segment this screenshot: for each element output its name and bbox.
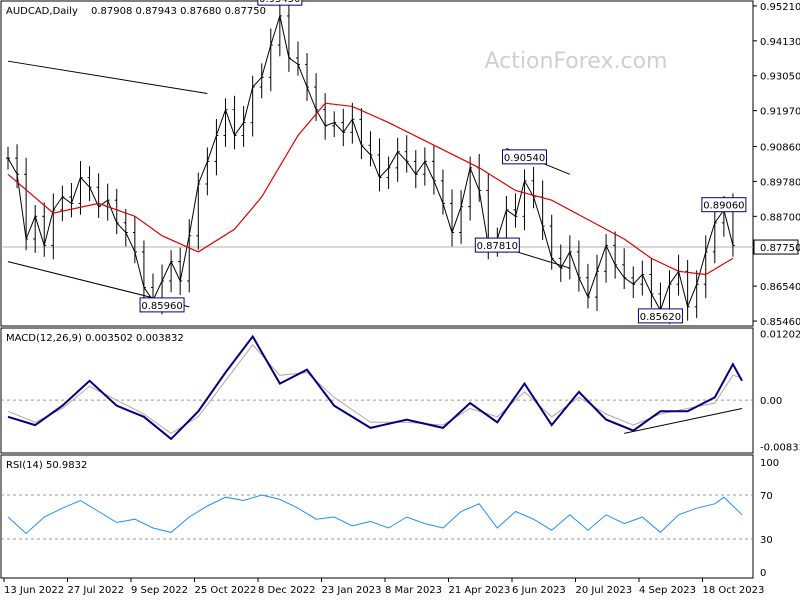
x-tick-label: 13 Jun 2022: [4, 585, 64, 596]
price-y-tick-label: 0.89780: [760, 177, 800, 188]
x-tick-label: 9 Sep 2022: [131, 585, 188, 596]
annotation-label: 0.87810: [477, 241, 518, 252]
annotation-box: [139, 297, 185, 313]
annotation-label: 0.89060: [703, 201, 744, 212]
price-annotation: 0.95450: [257, 0, 303, 6]
rsi-y-tick-label: 100: [760, 458, 779, 469]
x-tick-label: 21 Apr 2023: [449, 585, 511, 596]
annotation-label: 0.95450: [259, 0, 300, 5]
watermark: ActionForex.com: [485, 49, 668, 74]
annotation-label: 0.90540: [504, 153, 545, 164]
annotation-label: 0.85960: [141, 301, 182, 312]
annotation-box: [637, 308, 683, 324]
x-tick-label: 27 Jul 2022: [68, 585, 125, 596]
price-annotation: 0.85960: [139, 297, 185, 313]
rsi-panel: [0, 454, 754, 579]
rsi-label: RSI(14) 50.9832: [6, 460, 87, 471]
price-y-tick-label: 0.90860: [760, 143, 800, 154]
axis-layer: 0.95210 0.94130 0.93050 0.91970 0.90860 0.897…: [3, 2, 800, 596]
price-layer: 0.95450 0.90540 0.89060 0.87810 0.85960 0.856…: [1, 0, 753, 324]
rsi-layer: [1, 494, 753, 540]
price-y-tick-label: 0.88700: [760, 212, 800, 223]
rsi-y-tick-label: 30: [760, 535, 773, 546]
x-tick-label: 6 Jun 2023: [512, 585, 566, 596]
current-price-label: 0.87750: [760, 243, 800, 254]
annotation-label: 0.85620: [640, 312, 681, 323]
price-y-tick-label: 0.91970: [760, 107, 800, 118]
x-tick-label: 4 Sep 2023: [639, 585, 696, 596]
annotation-box: [257, 0, 303, 6]
current-price-box: [753, 239, 799, 255]
price-annotation: 0.90540: [502, 149, 548, 165]
chart-ohlc: 0.87908 0.87943 0.87680 0.87750: [91, 6, 266, 17]
rsi-line: [7, 494, 743, 535]
rsi-y-tick-label: 0: [760, 568, 766, 579]
macd-panel: [0, 327, 754, 454]
price-line: [7, 13, 734, 312]
macd-trendline: [624, 407, 743, 434]
price-y-tick-label: 0.86540: [760, 282, 800, 293]
price-y-tick-label: 0.93050: [760, 72, 800, 83]
x-tick-label: 18 Oct 2023: [703, 585, 765, 596]
price-y-tick-label: 0.85460: [760, 317, 800, 328]
price-y-tick-label: 0.95210: [760, 2, 800, 13]
x-tick-label: 20 Jul 2023: [576, 585, 633, 596]
price-annotation: 0.89060: [701, 197, 747, 213]
moving-average-line: [7, 102, 734, 276]
price-annotation: 0.85620: [637, 308, 683, 324]
annotation-box: [502, 149, 548, 165]
price-panel: [0, 0, 754, 327]
macd-line: [7, 334, 743, 441]
x-tick-label: 8 Mar 2023: [385, 585, 442, 596]
x-tick-label: 23 Jan 2023: [322, 585, 382, 596]
macd-y-tick-label: -0.008331: [760, 442, 800, 453]
annotation-box: [701, 197, 747, 213]
macd-signal-line: [7, 344, 743, 434]
price-annotation: 0.87810: [474, 237, 520, 253]
macd-layer: [1, 334, 753, 441]
annotation-box: [474, 237, 520, 253]
macd-label: MACD(12,26,9) 0.003502 0.003832: [6, 333, 184, 344]
x-tick-label: 8 Dec 2022: [258, 585, 316, 596]
rsi-y-tick-label: 70: [760, 491, 773, 502]
price-y-tick-label: 0.94130: [760, 37, 800, 48]
chart-symbol: AUDCAD,Daily: [6, 6, 78, 17]
trendline: [7, 60, 208, 94]
macd-y-tick-label: 0.00: [760, 396, 782, 407]
macd-y-tick-label: 0.012028: [760, 330, 800, 341]
x-tick-label: 25 Oct 2022: [195, 585, 257, 596]
price-bars: [6, 2, 735, 324]
